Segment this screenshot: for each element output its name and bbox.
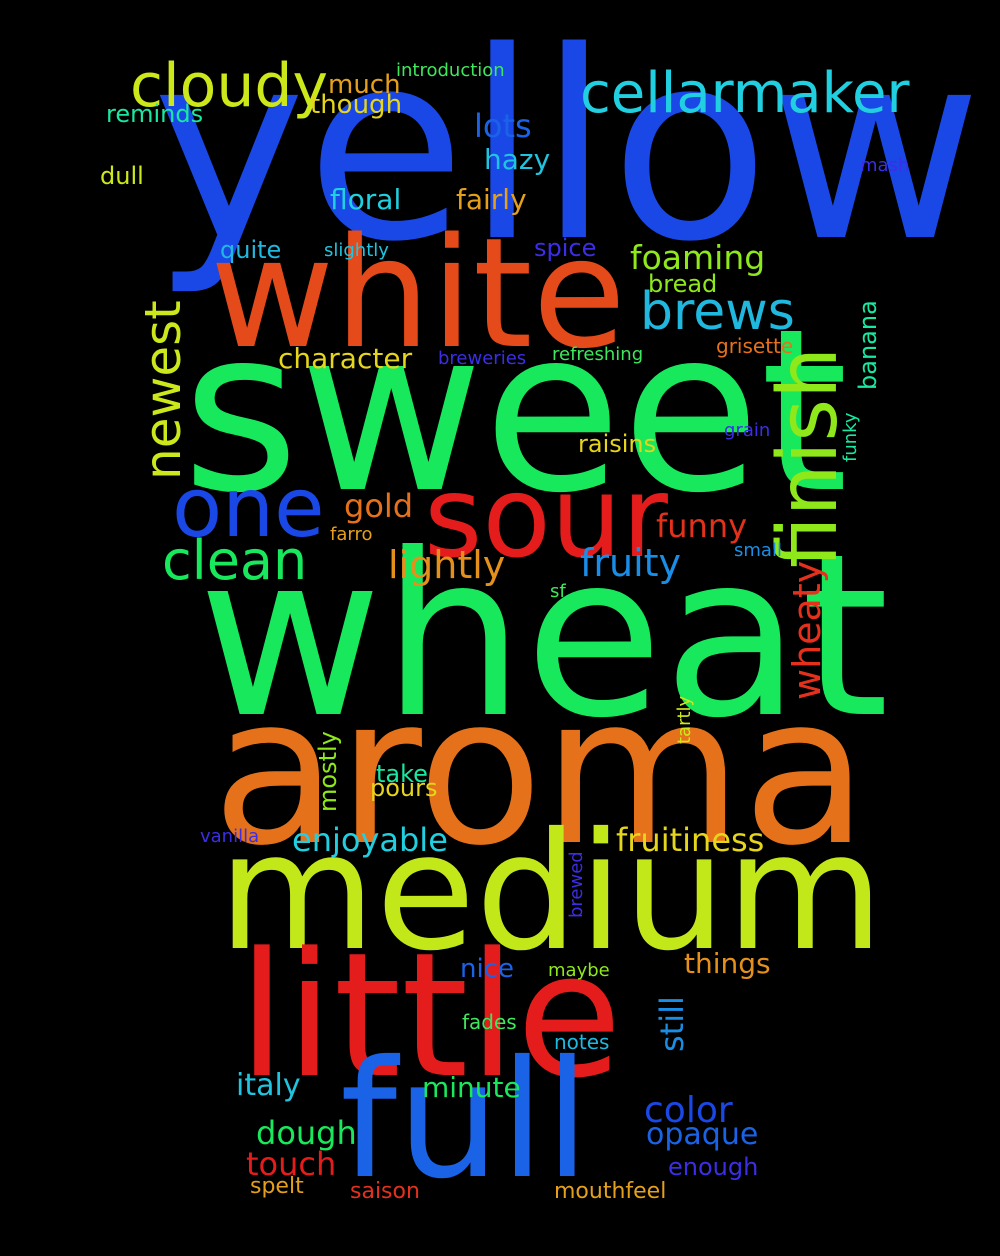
word-fairly: fairly bbox=[456, 183, 527, 216]
word-finish: finish bbox=[761, 346, 856, 568]
word-gold: gold bbox=[344, 487, 414, 525]
word-clean: clean bbox=[162, 529, 308, 592]
word-fades: fades bbox=[462, 1010, 517, 1034]
word-bread: bread bbox=[648, 270, 718, 298]
word-nice: nice bbox=[460, 954, 514, 984]
word-slightly: slightly bbox=[324, 240, 389, 261]
word-small: small bbox=[734, 540, 782, 561]
word-enough: enough bbox=[668, 1153, 759, 1181]
word-dough: dough bbox=[256, 1114, 357, 1152]
word-introduction: introduction bbox=[396, 60, 505, 81]
word-funny: funny bbox=[656, 507, 748, 545]
word-saison: saison bbox=[350, 1179, 420, 1204]
word-take: take bbox=[376, 760, 428, 788]
word-maybe: maybe bbox=[548, 960, 610, 981]
word-fruity: fruity bbox=[580, 541, 682, 585]
word-notes: notes bbox=[554, 1030, 610, 1054]
word-funky: funky bbox=[840, 412, 861, 462]
word-banana: banana bbox=[854, 300, 882, 390]
word-sweet: sweet bbox=[182, 281, 849, 543]
word-brewed: brewed bbox=[566, 851, 587, 918]
word-pours: pours bbox=[370, 774, 438, 802]
word-one: one bbox=[172, 461, 325, 556]
word-white: white bbox=[210, 205, 626, 382]
word-spelt: spelt bbox=[250, 1174, 304, 1199]
word-grain: grain bbox=[724, 420, 771, 441]
word-mash: mash bbox=[860, 155, 910, 176]
word-medium: medium bbox=[218, 799, 884, 987]
word-floral: floral bbox=[330, 183, 402, 216]
word-aroma: aroma bbox=[212, 653, 869, 891]
word-grisette: grisette bbox=[716, 334, 794, 358]
word-spice: spice bbox=[534, 234, 597, 262]
word-wheat: wheat bbox=[198, 506, 890, 768]
word-mouthfeel: mouthfeel bbox=[554, 1179, 667, 1204]
word-little: little bbox=[238, 915, 623, 1116]
word-cloudy: cloudy bbox=[130, 51, 328, 121]
word-minute: minute bbox=[422, 1071, 521, 1104]
word-tartly: tartly bbox=[674, 695, 695, 744]
word-touch: touch bbox=[246, 1145, 337, 1183]
word-quite: quite bbox=[220, 236, 282, 264]
word-though: though bbox=[310, 90, 403, 120]
word-sf: sf bbox=[550, 581, 566, 602]
word-things: things bbox=[684, 947, 771, 980]
word-vanilla: vanilla bbox=[200, 826, 260, 847]
word-dull: dull bbox=[100, 162, 144, 190]
word-full: full bbox=[340, 1027, 590, 1215]
word-lightly: lightly bbox=[388, 543, 506, 587]
word-hazy: hazy bbox=[484, 143, 551, 176]
word-wheaty: wheaty bbox=[785, 560, 829, 700]
word-brews: brews bbox=[640, 282, 795, 342]
word-opaque: opaque bbox=[646, 1117, 759, 1152]
word-cellarmaker: cellarmaker bbox=[580, 61, 910, 126]
word-farro: farro bbox=[330, 524, 373, 545]
word-color: color bbox=[644, 1090, 733, 1131]
word-mostly: mostly bbox=[314, 731, 342, 812]
word-yellow: yellow bbox=[152, 0, 983, 299]
word-italy: italy bbox=[236, 1068, 301, 1103]
word-much: much bbox=[328, 70, 401, 100]
word-lots: lots bbox=[474, 107, 532, 145]
word-sour: sour bbox=[424, 453, 668, 583]
word-enjoyable: enjoyable bbox=[292, 821, 448, 859]
word-character: character bbox=[278, 342, 413, 375]
word-reminds: reminds bbox=[106, 100, 204, 128]
word-raisins: raisins bbox=[578, 430, 657, 458]
word-newest: newest bbox=[134, 300, 192, 480]
word-refreshing: refreshing bbox=[552, 344, 644, 365]
word-fruitiness: fruitiness bbox=[616, 821, 765, 859]
word-still: still bbox=[653, 996, 691, 1052]
word-breweries: breweries bbox=[438, 348, 527, 369]
word-foaming: foaming bbox=[630, 238, 766, 277]
